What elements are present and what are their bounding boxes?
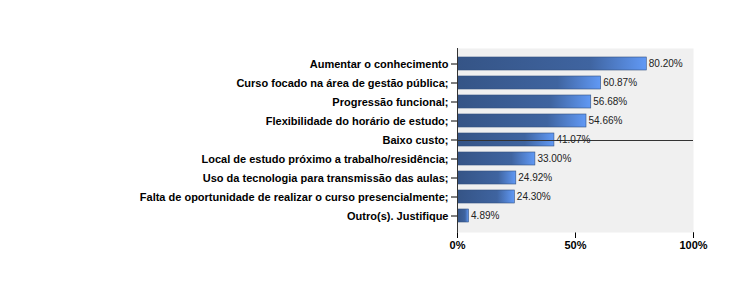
svg-text:54.66%: 54.66% [588,115,622,126]
svg-text:50%: 50% [564,239,586,251]
svg-text:24.30%: 24.30% [517,191,551,202]
svg-text:Baixo custo;: Baixo custo; [382,134,448,146]
svg-text:Falta de oportunidade de reali: Falta de oportunidade de realizar o curs… [140,191,449,203]
svg-text:Progressão funcional;: Progressão funcional; [332,96,448,108]
svg-text:Uso da tecnologia para transmi: Uso da tecnologia para transmissão das a… [203,172,449,184]
svg-text:0%: 0% [450,239,466,251]
svg-text:80.20%: 80.20% [649,58,683,69]
svg-text:Outro(s). Justifique: Outro(s). Justifique [347,210,448,222]
svg-text:Flexibilidade do horário de es: Flexibilidade do horário de estudo; [266,115,449,127]
svg-text:41.07%: 41.07% [556,134,590,145]
svg-text:33.00%: 33.00% [537,153,571,164]
svg-text:4.89%: 4.89% [471,210,499,221]
svg-text:100%: 100% [679,239,707,251]
svg-text:Aumentar o conhecimento: Aumentar o conhecimento [310,58,449,70]
svg-text:56.68%: 56.68% [593,96,627,107]
svg-text:Curso focado na área de gestão: Curso focado na área de gestão pública; [236,77,448,89]
svg-text:60.87%: 60.87% [603,77,637,88]
svg-text:24.92%: 24.92% [518,172,552,183]
svg-text:Local de estudo próximo a trab: Local de estudo próximo a trabalho/resid… [202,153,449,165]
